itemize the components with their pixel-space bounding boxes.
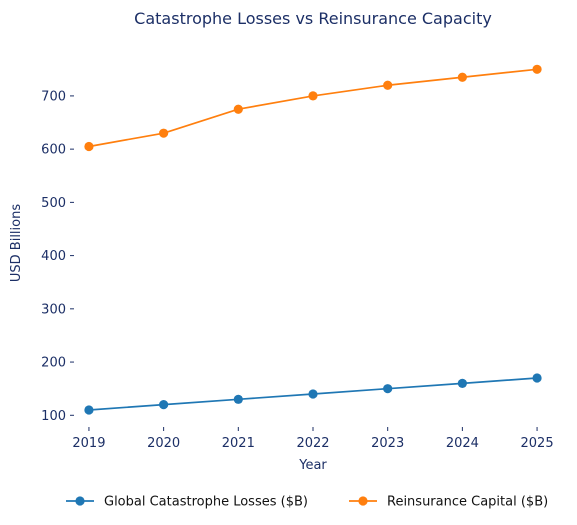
chart-title: Catastrophe Losses vs Reinsurance Capaci… xyxy=(134,9,492,28)
series-1-point-3 xyxy=(308,91,318,101)
y-tick-label-1: 200 xyxy=(41,356,66,371)
series-0-point-5 xyxy=(457,378,467,388)
y-tick-label-2: 300 xyxy=(41,302,66,317)
x-tick-label-3: 2022 xyxy=(296,436,329,451)
x-axis-ticks: 2019 2020 2021 2022 2023 2024 2025 xyxy=(72,427,554,451)
x-axis-label: Year xyxy=(298,458,327,473)
x-tick-label-2: 2021 xyxy=(222,436,255,451)
legend-marker-0 xyxy=(75,496,85,506)
legend: Global Catastrophe Losses ($B) Reinsuranc… xyxy=(66,495,548,510)
x-tick-label-0: 2019 xyxy=(72,436,105,451)
y-tick-label-4: 500 xyxy=(41,196,66,211)
series-0-point-3 xyxy=(308,389,318,399)
legend-label-1: Reinsurance Capital ($B) xyxy=(387,495,548,510)
y-tick-label-6: 700 xyxy=(41,89,66,104)
series-0-point-1 xyxy=(159,400,169,410)
series-1-point-4 xyxy=(383,80,393,90)
series-1-point-1 xyxy=(159,128,169,138)
x-tick-label-6: 2025 xyxy=(521,436,554,451)
series-1-point-0 xyxy=(84,141,94,152)
series-0-point-0 xyxy=(84,405,94,415)
y-tick-label-0: 100 xyxy=(41,409,66,424)
series-1-point-2 xyxy=(233,104,243,114)
y-tick-label-5: 600 xyxy=(41,143,66,158)
x-tick-label-5: 2024 xyxy=(446,436,479,451)
series-line-1 xyxy=(88,68,538,148)
series-1-point-5 xyxy=(457,72,467,82)
legend-label-0: Global Catastrophe Losses ($B) xyxy=(104,495,308,510)
y-axis-label: USD Billions xyxy=(9,204,24,282)
y-axis-ticks: 100 200 300 400 500 600 700 xyxy=(41,89,74,424)
legend-marker-1 xyxy=(358,496,368,506)
series-0-point-2 xyxy=(233,394,243,404)
x-tick-label-1: 2020 xyxy=(147,436,180,451)
plot-area xyxy=(84,64,542,415)
series-0-point-4 xyxy=(383,384,393,394)
y-tick-label-3: 400 xyxy=(41,249,66,264)
series-1-point-6 xyxy=(532,64,542,74)
series-0-point-6 xyxy=(532,373,542,383)
x-tick-label-4: 2023 xyxy=(371,436,404,451)
